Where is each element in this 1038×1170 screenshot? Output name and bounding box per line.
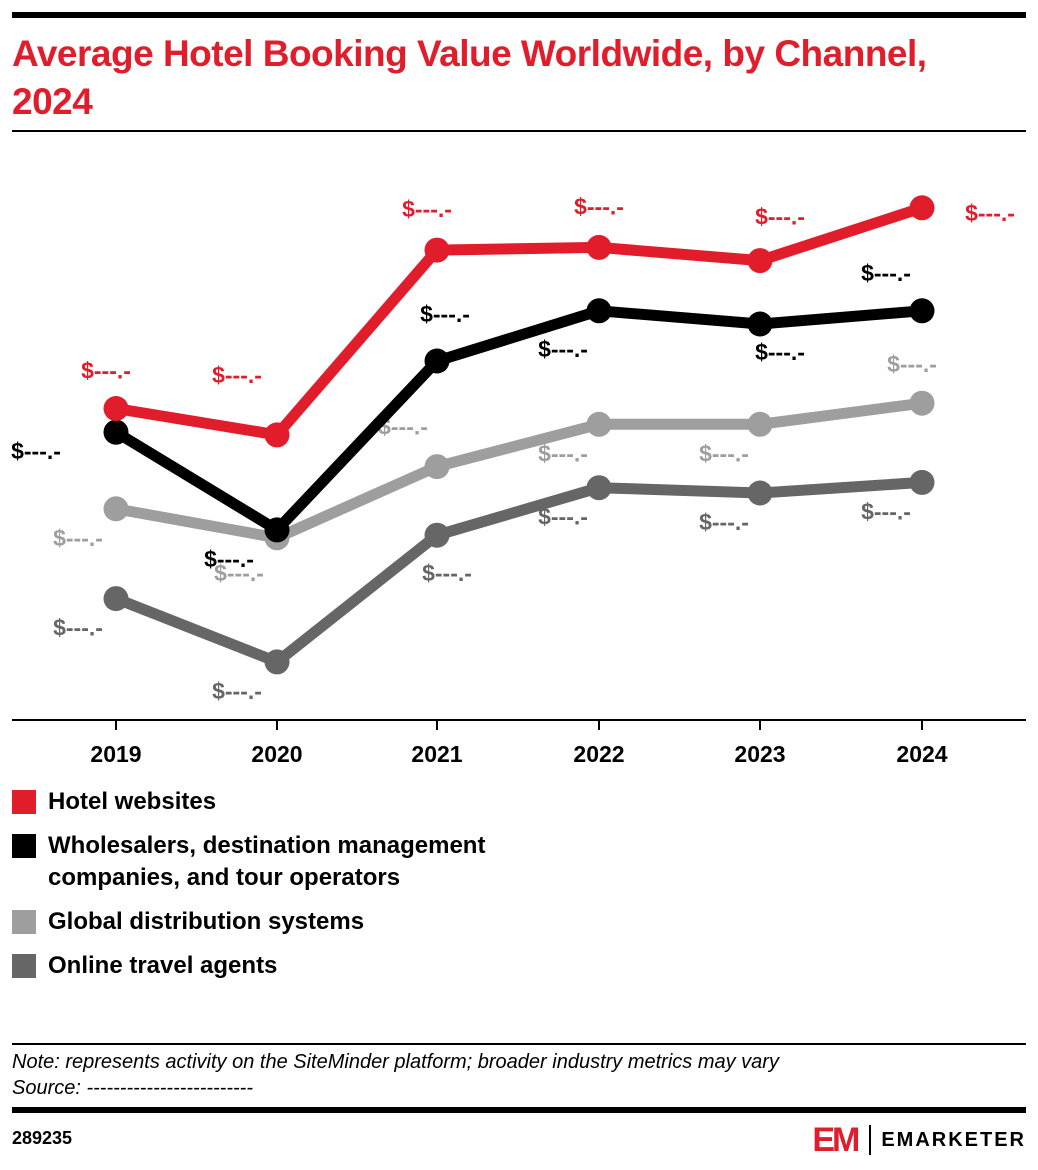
x-tick-label: 2021	[411, 741, 462, 767]
series-online-travel-agents: $---.-$---.-$---.-$---.- $---.- $---.-	[53, 469, 935, 704]
data-label: $---.-	[755, 339, 805, 365]
series-hotel-websites: $---.- $---.- $---.- $---.- $---.- $---.-	[81, 193, 1015, 448]
data-label: $---.-	[538, 440, 588, 466]
series-line	[110, 476, 928, 668]
data-label: $---.-	[538, 504, 588, 530]
data-label: $---.-	[699, 509, 749, 535]
data-label: $---.-	[699, 440, 749, 466]
data-point	[264, 517, 290, 543]
data-label: $---.-	[861, 498, 911, 524]
brand-name: EMARKETER	[881, 1128, 1026, 1151]
data-label: $---.-	[204, 546, 254, 572]
x-axis: 2019 2020 2021 2022 2023 2024	[12, 719, 1026, 767]
legend-item-gds: Global distribution systems	[12, 906, 712, 938]
chart-id: 289235	[12, 1128, 73, 1148]
data-label: $---.-	[53, 615, 103, 641]
data-label: $---.-	[422, 560, 472, 586]
x-tick-label: 2023	[734, 741, 785, 767]
chart-title: Average Hotel Booking Value Worldwide, b…	[12, 33, 927, 122]
data-label: $---.-	[11, 438, 61, 464]
legend-label-wholesalers: Wholesalers, destination management comp…	[48, 832, 486, 891]
data-point	[424, 237, 450, 263]
x-tick-label: 2024	[896, 741, 947, 767]
data-point	[747, 411, 773, 437]
brand-separator	[869, 1125, 872, 1155]
data-label: $---.-	[538, 336, 588, 362]
data-point	[103, 496, 129, 522]
brand-logo: EM EMARKETER	[812, 1122, 1026, 1158]
data-label: $---.-	[214, 560, 264, 586]
data-point	[264, 422, 290, 448]
legend-swatch-wholesalers	[12, 834, 36, 858]
data-point	[909, 298, 935, 324]
legend-label-ota: Online travel agents	[48, 952, 278, 979]
title-rule	[12, 130, 1026, 132]
series-line	[110, 397, 928, 544]
data-point	[747, 248, 773, 274]
line-chart: $---.-$---.-$---.-$---.- $---.- $---.-$---…	[11, 193, 1026, 767]
legend-swatch-hotel-websites	[12, 790, 36, 814]
data-label: $---.-	[212, 362, 262, 388]
data-point	[103, 586, 129, 612]
series-layer: $---.-$---.-$---.-$---.- $---.- $---.-$---…	[11, 193, 1015, 704]
x-tick-label: 2020	[251, 741, 302, 767]
bottom-rule	[12, 1107, 1026, 1113]
brand-mark: EM	[812, 1121, 860, 1159]
data-label: $---.-	[887, 351, 937, 377]
data-label: $---.-	[861, 260, 911, 286]
data-label: $---.-	[402, 196, 452, 222]
data-point	[909, 390, 935, 416]
data-point	[909, 195, 935, 221]
data-point	[747, 480, 773, 506]
legend-label-gds: Global distribution systems	[48, 908, 365, 935]
data-point	[424, 522, 450, 548]
data-point	[424, 348, 450, 374]
data-label: $---.-	[53, 525, 103, 551]
data-point	[103, 396, 129, 421]
data-label: $---.-	[420, 301, 470, 327]
top-rule	[12, 12, 1026, 18]
series-line	[110, 202, 928, 441]
chart-source: Source: -------------------------	[12, 1077, 253, 1099]
data-point	[586, 411, 612, 437]
data-point	[424, 454, 450, 480]
data-point	[586, 298, 612, 324]
data-point	[747, 311, 773, 337]
x-tick-label: 2022	[573, 741, 624, 767]
legend-item-ota: Online travel agents	[12, 950, 712, 982]
data-label: $---.-	[965, 200, 1015, 226]
x-tick-label: 2019	[90, 741, 141, 767]
data-label: $---.-	[574, 193, 624, 219]
series-global-distribution-syst: $---.-$---.-$---.-$---.- $---.-$---.-	[53, 351, 937, 586]
data-point	[586, 475, 612, 501]
legend-item-wholesalers: Wholesalers, destination management comp…	[12, 830, 518, 894]
legend: Hotel websites Wholesalers, destination …	[12, 786, 712, 982]
series-wholesalers-destination-: $---.- $---.- $---.- $---.- $---.- $---.-	[11, 260, 935, 572]
note-rule	[12, 1043, 1026, 1045]
legend-swatch-gds	[12, 910, 36, 934]
legend-swatch-ota	[12, 954, 36, 978]
data-point	[264, 649, 290, 675]
chart-note: Note: represents activity on the SiteMin…	[12, 1051, 779, 1073]
legend-item-hotel-websites: Hotel websites	[12, 786, 712, 818]
data-point	[103, 419, 129, 445]
data-label: $---.-	[755, 204, 805, 230]
data-label: $---.-	[212, 678, 262, 704]
data-point	[909, 469, 935, 495]
data-point	[586, 234, 612, 260]
legend-label-hotel-websites: Hotel websites	[48, 788, 217, 815]
data-label: $---.-	[81, 358, 131, 384]
series-line	[110, 305, 928, 536]
